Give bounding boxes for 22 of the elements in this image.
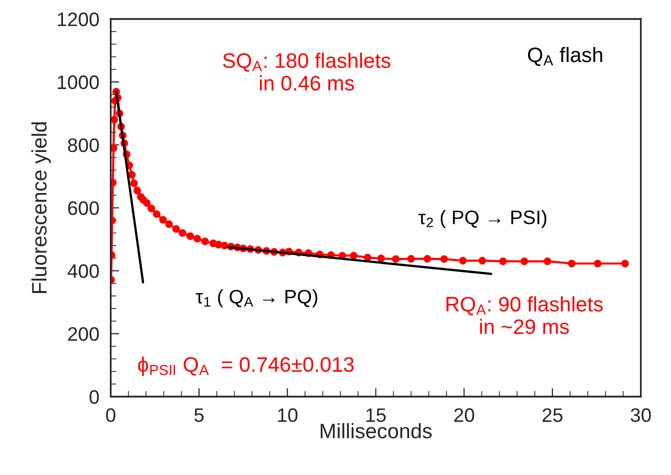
y-tick-label: 800 [68, 138, 99, 152]
y-tick-label: 1000 [58, 75, 99, 90]
annotation: τ$_{1}$ ( Q$_{A}$ → PQ) [196, 289, 318, 308]
annotation: ϕ$_{PSII}$ Q$_{A}$ = 0.746±0.013 [138, 356, 354, 376]
x-tick-label: 25 [542, 408, 562, 422]
x-tick-label: 0 [106, 408, 116, 422]
y-tick-label: 0 [90, 390, 99, 404]
y-tick-label: 200 [68, 327, 99, 341]
x-tick-label: 20 [454, 408, 474, 422]
x-tick-label: 30 [630, 408, 651, 422]
y-tick-label: 400 [68, 264, 99, 278]
annotation: τ$_{2}$ ( PQ → PSI) [418, 210, 546, 228]
annotation: SQ$_{A}$: 180 flashlets in 0.46 ms [222, 52, 390, 91]
annotation: Q$_{A}$ flash [528, 46, 602, 66]
x-axis-title: Milliseconds [320, 423, 432, 438]
y-tick-label: 1200 [58, 12, 99, 26]
x-tick-label: 5 [194, 408, 204, 422]
x-tick-label: 10 [278, 408, 298, 422]
annotation: RQ$_{A}$: 90 flashlets in ~29 ms [446, 296, 603, 334]
x-tick-label: 15 [366, 408, 386, 422]
y-axis-title: Fluorescence yield [31, 122, 51, 293]
y-tick-label: 600 [68, 201, 99, 216]
